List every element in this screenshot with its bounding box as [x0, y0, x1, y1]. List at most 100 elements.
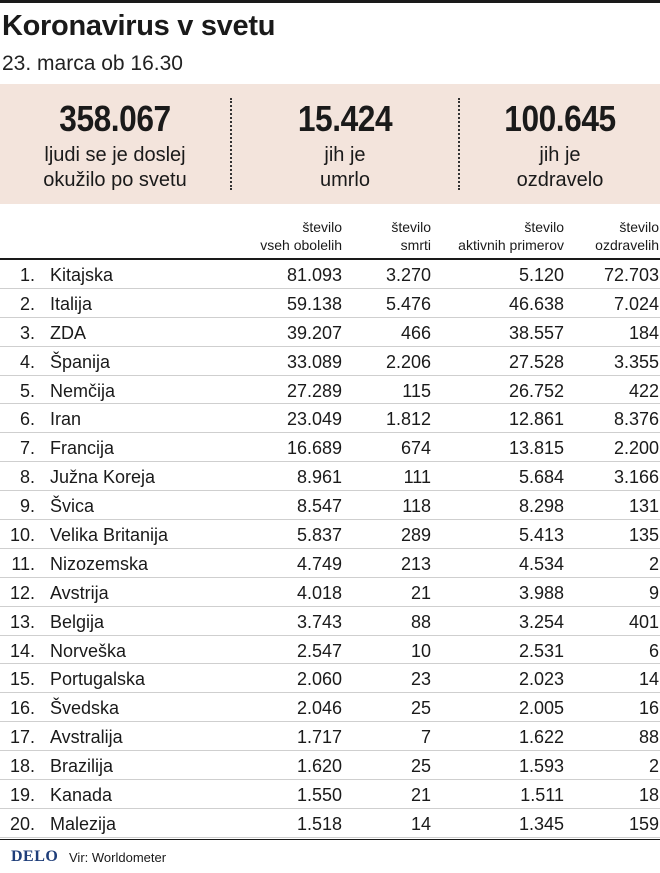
deaths-cell: 5.476 — [385, 293, 431, 314]
source-note: Vir: Worldometer — [69, 850, 167, 865]
country-cell: Norveška — [50, 640, 127, 661]
table-row: 15. Portugalska 2.060 23 2.023 14 — [0, 664, 660, 694]
table-row: 7. Francija 16.689 674 13.815 2.200 — [0, 433, 660, 463]
rank-cell: 18. — [9, 756, 35, 777]
country-cell: Nizozemska — [50, 553, 149, 574]
summary-deaths: 15.424 jih je umrlo — [232, 84, 458, 204]
recovered-cell: 88 — [638, 727, 659, 748]
active-cases-cell: 12.861 — [508, 409, 564, 430]
active-cases-cell: 38.557 — [508, 322, 564, 343]
active-cases-cell: 5.684 — [518, 467, 564, 488]
table-row: 11. Nizozemska 4.749 213 4.534 2 — [0, 549, 660, 578]
active-cases-cell: 1.345 — [518, 813, 564, 834]
deaths-cell: 21 — [410, 785, 431, 806]
total-cases-cell: 23.049 — [286, 409, 342, 430]
summary-label: jih je ozdravelo — [516, 144, 604, 191]
summary-value: 358.067 — [59, 98, 171, 139]
active-cases-cell: 27.528 — [508, 351, 564, 372]
deaths-cell: 3.270 — [385, 265, 431, 285]
table-row: 16. Švedska 2.046 25 2.005 16 — [0, 693, 660, 723]
summary-label: jih je umrlo — [319, 144, 370, 191]
rank-cell: 7. — [19, 438, 35, 459]
recovered-cell: 422 — [628, 380, 659, 401]
recovered-cell: 135 — [628, 525, 659, 546]
deaths-cell: 88 — [410, 611, 431, 632]
active-cases-cell: 5.413 — [518, 525, 564, 546]
active-cases-cell: 4.534 — [518, 553, 564, 574]
recovered-cell: 9 — [648, 582, 659, 603]
column-header-recovered: število ozdravelih — [595, 219, 659, 253]
active-cases-cell: 8.298 — [518, 496, 564, 517]
deaths-cell: 674 — [400, 438, 431, 459]
rank-cell: 1. — [19, 265, 35, 285]
top-rule — [0, 0, 660, 3]
table-row: 18. Brazilija 1.620 25 1.593 2 — [0, 751, 660, 781]
total-cases-cell: 4.749 — [296, 553, 342, 574]
summary-panel: 358.067 ljudi se je doslej okužilo po sv… — [0, 84, 660, 204]
country-cell: Iran — [50, 409, 82, 430]
table-row: 14. Norveška 2.547 10 2.531 6 — [0, 636, 660, 665]
recovered-cell: 2 — [648, 756, 659, 777]
rank-cell: 20. — [9, 813, 35, 834]
deaths-cell: 25 — [410, 756, 431, 777]
rank-cell: 13. — [9, 611, 35, 632]
country-cell: ZDA — [50, 322, 86, 343]
total-cases-cell: 5.837 — [296, 525, 342, 546]
active-cases-cell: 2.531 — [518, 640, 564, 661]
column-header-active-cases: število aktivnih primerov — [458, 219, 564, 253]
deaths-cell: 466 — [400, 322, 431, 343]
deaths-cell: 213 — [400, 553, 431, 574]
table-row: 19. Kanada 1.550 21 1.511 18 — [0, 780, 660, 809]
country-cell: Avstralija — [50, 727, 123, 748]
rank-cell: 11. — [11, 553, 35, 574]
country-cell: Španija — [50, 351, 111, 372]
header-rule — [0, 258, 660, 260]
rank-cell: 17. — [9, 727, 35, 748]
recovered-cell: 16 — [638, 698, 659, 719]
active-cases-cell: 1.622 — [518, 727, 564, 748]
country-cell: Velika Britanija — [50, 525, 169, 546]
table-row: 8. Južna Koreja 8.961 111 5.684 3.166 — [0, 462, 660, 492]
recovered-cell: 7.024 — [613, 293, 659, 314]
table-row: 4. Španija 33.089 2.206 27.528 3.355 — [0, 347, 660, 376]
summary-value: 15.424 — [297, 98, 393, 139]
recovered-cell: 184 — [628, 322, 659, 343]
total-cases-cell: 1.620 — [296, 756, 342, 777]
table-row: 3. ZDA 39.207 466 38.557 184 — [0, 318, 660, 347]
active-cases-cell: 1.511 — [520, 785, 564, 806]
table-row: 20. Malezija 1.518 14 1.345 159 — [0, 809, 660, 838]
total-cases-cell: 8.547 — [296, 496, 342, 517]
rank-cell: 19. — [9, 785, 35, 806]
total-cases-cell: 27.289 — [286, 380, 342, 401]
country-cell: Kitajska — [50, 265, 114, 285]
deaths-cell: 115 — [402, 380, 431, 401]
active-cases-cell: 13.815 — [508, 438, 564, 459]
footer-rule — [0, 839, 660, 840]
table-row: 10. Velika Britanija 5.837 289 5.413 135 — [0, 520, 660, 549]
summary-label: ljudi se je doslej okužilo po svetu — [43, 144, 187, 191]
rank-cell: 16. — [9, 698, 35, 719]
country-cell: Francija — [50, 438, 115, 459]
deaths-cell: 2.206 — [385, 351, 431, 372]
rank-cell: 10. — [9, 525, 35, 546]
country-cell: Belgija — [50, 611, 105, 632]
summary-value: 100.645 — [504, 98, 616, 139]
active-cases-cell: 2.023 — [518, 669, 564, 690]
active-cases-cell: 1.593 — [518, 756, 564, 777]
deaths-cell: 289 — [400, 525, 431, 546]
recovered-cell: 72.703 — [603, 265, 659, 285]
chart-title: Koronavirus v svetu — [2, 10, 276, 42]
deaths-cell: 14 — [410, 813, 431, 834]
deaths-cell: 7 — [420, 727, 431, 748]
country-cell: Brazilija — [50, 756, 114, 777]
active-cases-cell: 5.120 — [518, 265, 564, 285]
rank-cell: 3. — [19, 322, 35, 343]
table-row: 6. Iran 23.049 1.812 12.861 8.376 — [0, 404, 660, 434]
country-cell: Portugalska — [50, 669, 146, 690]
country-cell: Švica — [50, 496, 95, 517]
total-cases-cell: 81.093 — [286, 265, 342, 285]
recovered-cell: 6 — [648, 640, 659, 661]
rank-cell: 9. — [19, 496, 35, 517]
deaths-cell: 10 — [410, 640, 431, 661]
active-cases-cell: 46.638 — [508, 293, 564, 314]
